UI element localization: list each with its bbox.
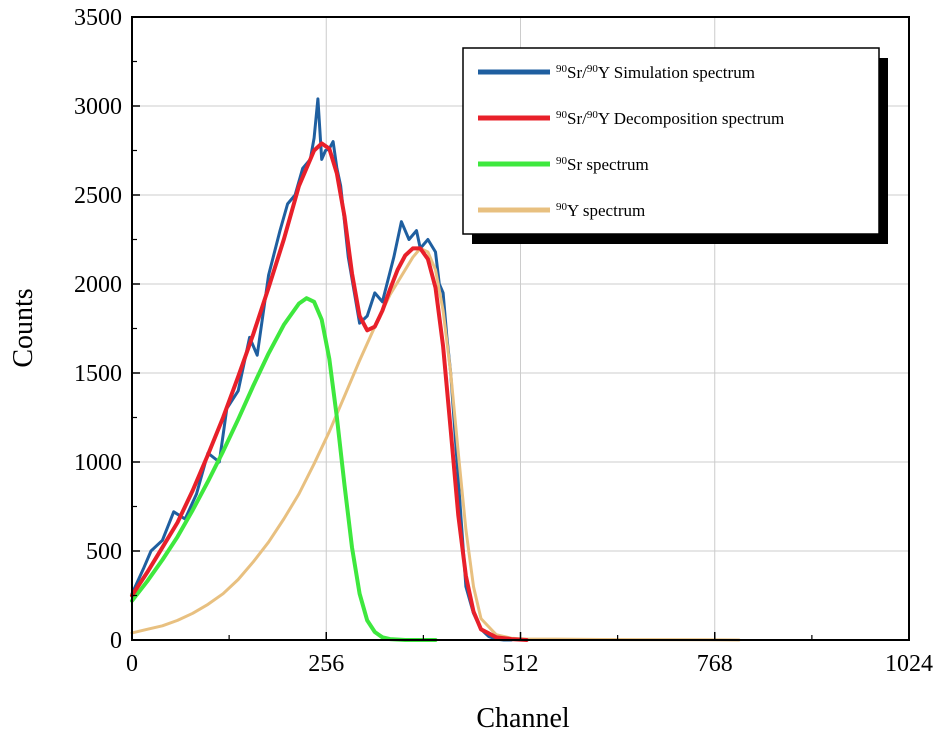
y-tick-label: 2500 [74,183,122,209]
x-axis-title: Channel [476,703,570,734]
y-tick-label: 0 [110,628,122,654]
y-axis-title: Counts [8,288,39,367]
y-tick-label: 3500 [74,5,122,31]
y-tick-label: 3000 [74,94,122,120]
legend-box [462,47,880,235]
x-tick-label: 1024 [885,651,933,677]
series-line-1 [130,141,529,642]
x-tick-label: 768 [697,651,733,677]
series-line-2 [130,296,438,642]
legend: 90Sr/90Y Simulation spectrum 90Sr/90Y Dec… [462,47,888,244]
legend-label-0: 90Sr/90Y Simulation spectrum [556,63,755,82]
x-tick-label: 0 [126,651,138,677]
y-tick-label: 1500 [74,361,122,387]
axis-ticks: 0 256 512 768 1024 0 500 1000 1500 2000 2500 3000 35… [74,5,933,677]
x-tick-label: 512 [503,651,539,677]
y-tick-label: 2000 [74,272,122,298]
legend-label-3: 90Y spectrum [556,201,645,220]
legend-label-1: 90Sr/90Y Decomposition spectrum [556,109,784,128]
x-tick-label: 256 [308,651,344,677]
legend-label-2: 90Sr spectrum [556,155,649,174]
series-lines [130,97,741,642]
series-line-0 [130,97,513,642]
y-tick-label: 1000 [74,450,122,476]
y-tick-label: 500 [86,539,122,565]
